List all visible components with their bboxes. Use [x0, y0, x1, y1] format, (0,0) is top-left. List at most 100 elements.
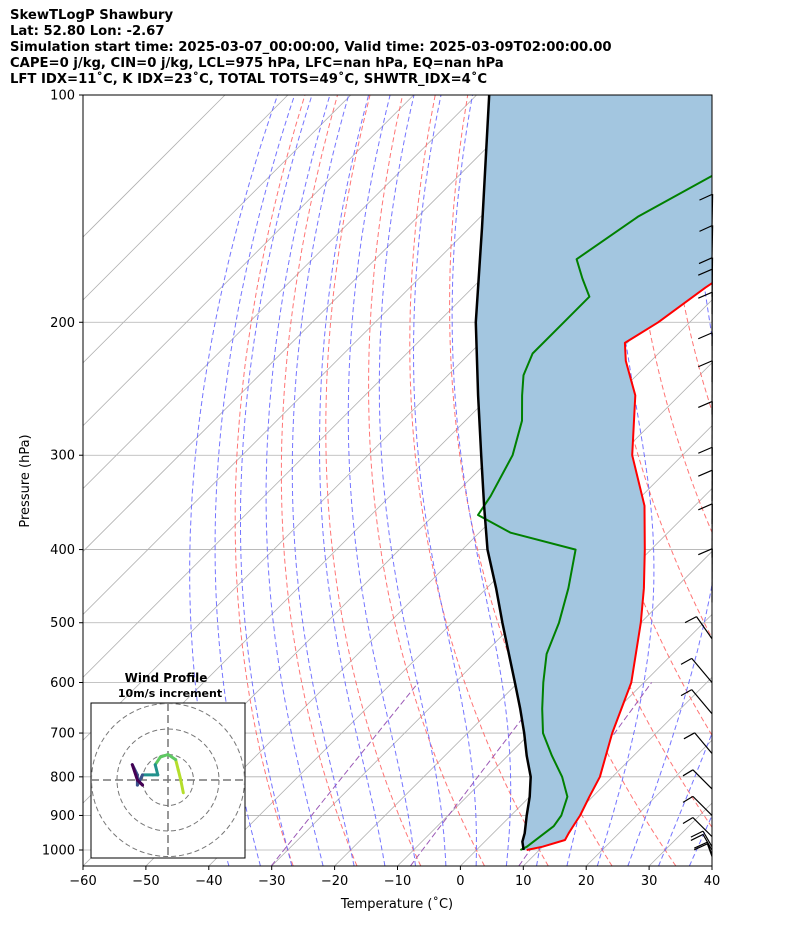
isotherm-line — [83, 95, 289, 301]
wind-barb — [680, 657, 713, 683]
y-tick-label: 200 — [50, 316, 75, 331]
time-text: Simulation start time: 2025-03-07_00:00:… — [10, 40, 612, 55]
moist-adiabat — [378, 95, 447, 866]
isotherm-line — [83, 95, 477, 490]
wind-barb-staff — [696, 616, 713, 640]
y-tick-label: 100 — [50, 89, 75, 104]
wind-barb-flag — [682, 795, 694, 803]
isotherm-line — [83, 95, 603, 615]
wind-barb — [682, 769, 713, 790]
moist-adiabat — [596, 95, 655, 866]
y-tick-label: 500 — [50, 616, 75, 631]
wind-barb-flag — [698, 360, 713, 368]
isotherm-line — [83, 95, 352, 364]
isotherm-line — [523, 676, 712, 866]
wind-barb-flag — [698, 469, 713, 477]
isotherm-line — [83, 95, 226, 238]
mixing-ratio-line — [270, 682, 419, 866]
wind-barb — [684, 616, 713, 640]
moist-adiabat — [451, 95, 512, 866]
wind-barb — [683, 732, 713, 754]
wind-barb-flag — [693, 841, 708, 849]
moist-adiabat — [347, 95, 416, 866]
wind-barb — [682, 795, 713, 816]
wind-barb-flag — [698, 257, 713, 265]
hodograph: Wind Profile 10m/s increment — [90, 671, 246, 859]
wind-barb — [680, 689, 713, 715]
parcel-line — [474, 95, 532, 851]
x-tick-label: 0 — [456, 874, 464, 889]
y-tick-label: 700 — [50, 727, 75, 742]
wind-barb-staff — [692, 817, 713, 838]
x-tick-label: 30 — [641, 874, 658, 889]
wind-barb-flag — [698, 503, 713, 511]
x-axis: −60 −50 −40 −30 −20 −10 0 10 20 30 40 — [69, 866, 720, 889]
moist-adiabat — [240, 95, 313, 866]
wind-barb — [690, 830, 713, 848]
x-tick-label: 10 — [515, 874, 532, 889]
dry-adiabat — [728, 95, 794, 866]
x-tick-label: −30 — [258, 874, 285, 889]
wind-barb-flag — [699, 224, 713, 232]
moist-adiabat — [265, 95, 331, 866]
wind-barb-flag — [698, 400, 713, 408]
hodograph-trace — [153, 755, 162, 767]
temperature-line — [526, 281, 712, 851]
wind-barb-staff — [691, 689, 713, 715]
x-tick-label: 40 — [704, 874, 721, 889]
wind-barb-staff — [692, 795, 713, 816]
dry-adiabat — [761, 95, 794, 866]
dry-adiabat — [409, 95, 549, 866]
wind-barb-flag — [680, 689, 693, 697]
moist-adiabat — [627, 95, 712, 866]
y-tick-label: 600 — [50, 676, 75, 691]
wind-barb-staff — [692, 769, 713, 790]
wind-barb-flag — [698, 548, 713, 556]
mixing-ratio-line — [409, 682, 551, 866]
wind-barb-flag — [682, 769, 694, 777]
hodograph-trace — [135, 778, 144, 787]
moist-adiabat — [658, 731, 712, 866]
cape-shading — [475, 95, 712, 850]
y-tick-label: 900 — [50, 809, 75, 824]
y-tick-label: 800 — [50, 770, 75, 785]
wind-barb — [699, 193, 714, 228]
wind-barb-staff — [691, 657, 713, 683]
chart-header: SkewTLogP Shawbury Lat: 52.80 Lon: -2.67… — [10, 8, 612, 88]
wind-barb-flag — [698, 446, 713, 454]
location-text: Lat: 52.80 Lon: -2.67 — [10, 24, 165, 39]
wind-barb-flag — [684, 616, 697, 624]
x-tick-label: −60 — [69, 874, 96, 889]
moist-adiabat — [720, 95, 794, 866]
chart-title: SkewTLogP Shawbury — [10, 8, 174, 23]
x-tick-label: 20 — [578, 874, 595, 889]
wind-barb-flag — [682, 817, 694, 825]
hodograph-trace — [130, 763, 139, 782]
wind-barb-staff — [711, 225, 714, 260]
dewpoint-line — [477, 174, 712, 851]
moist-adiabat — [189, 95, 279, 866]
moist-adiabat — [214, 95, 296, 866]
moist-adiabat — [291, 95, 355, 866]
hodograph-title: Wind Profile — [125, 671, 208, 685]
isotherm-line — [334, 488, 712, 866]
wind-barb — [698, 400, 713, 456]
isotherm-line — [711, 865, 712, 866]
wind-barbs — [680, 193, 714, 857]
moist-adiabat — [412, 95, 477, 866]
y-axis-label: Pressure (hPa) — [18, 434, 33, 527]
x-axis-label: Temperature (˚C) — [340, 896, 453, 912]
dry-adiabat — [325, 95, 422, 866]
wind-barb-flag — [690, 833, 704, 841]
wind-barb-flag — [680, 657, 693, 665]
y-tick-label: 300 — [50, 449, 75, 464]
wind-barb — [682, 817, 713, 838]
dry-adiabat — [280, 95, 358, 866]
hodograph-trace — [179, 778, 185, 795]
wind-barb-flag — [699, 193, 713, 201]
x-tick-label: −40 — [195, 874, 222, 889]
dry-adiabat — [662, 95, 712, 413]
wind-barb — [693, 843, 713, 857]
cape-area — [475, 95, 712, 850]
wind-barb-staff — [711, 194, 714, 228]
